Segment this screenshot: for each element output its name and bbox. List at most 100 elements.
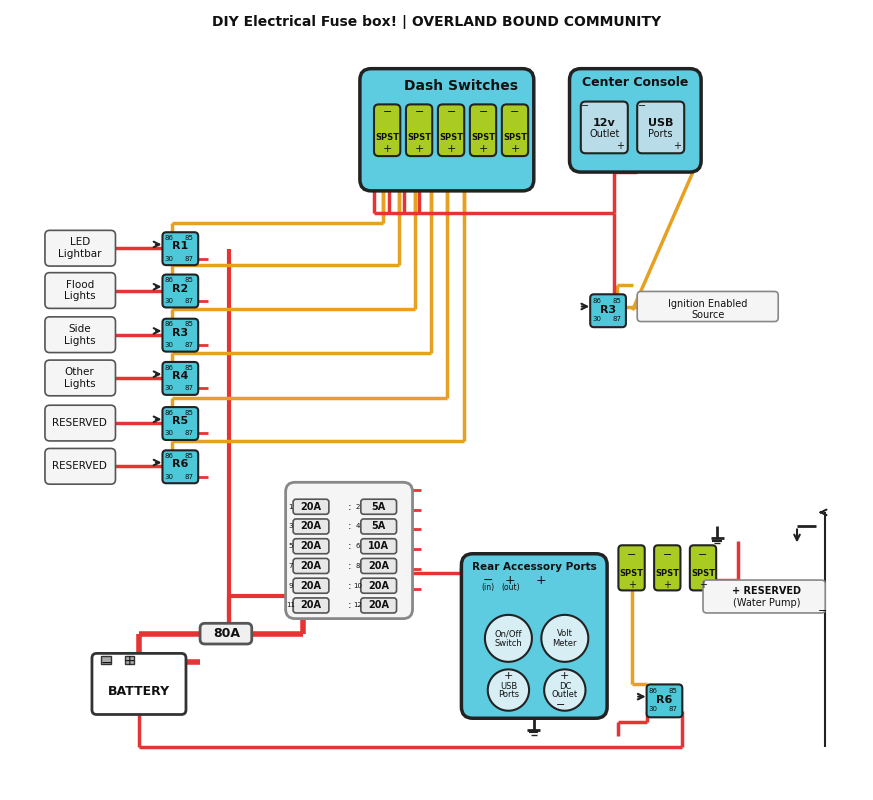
Text: +: + [415,143,423,154]
Text: 85: 85 [184,365,193,370]
Text: Side
Lights: Side Lights [64,324,95,346]
Text: SPST: SPST [407,134,431,142]
Text: 85: 85 [184,235,193,241]
Text: 86: 86 [164,453,174,459]
Text: +: + [628,580,636,590]
Text: 20A: 20A [300,601,321,610]
Text: Volt: Volt [557,629,573,638]
Text: 87: 87 [669,706,677,712]
Text: R3: R3 [600,306,616,315]
Text: −: − [446,107,456,117]
FancyBboxPatch shape [438,104,464,156]
Text: −: − [511,107,519,117]
Text: −: − [581,102,589,111]
Text: 12: 12 [354,602,362,609]
Text: Source: Source [691,310,725,320]
FancyBboxPatch shape [361,519,396,534]
Text: R1: R1 [172,242,189,251]
Text: +: + [505,574,516,586]
Text: :: : [347,522,351,531]
Text: 86: 86 [164,322,174,327]
Text: 30: 30 [164,386,174,391]
Text: :: : [347,581,351,590]
FancyBboxPatch shape [293,499,329,514]
Text: 86: 86 [164,277,174,283]
Text: 5A: 5A [372,522,386,531]
Text: R2: R2 [172,284,189,294]
Text: −: − [818,606,827,616]
Text: 2: 2 [356,504,361,510]
Text: RESERVED: RESERVED [52,462,107,471]
Polygon shape [488,670,529,710]
Text: 85: 85 [184,410,193,416]
Text: + RESERVED: + RESERVED [732,586,801,596]
FancyBboxPatch shape [361,578,396,594]
Text: 10: 10 [354,582,362,589]
FancyBboxPatch shape [360,69,533,191]
FancyBboxPatch shape [361,538,396,554]
Text: DC: DC [559,682,571,690]
Text: SPST: SPST [471,134,495,142]
Text: 86: 86 [164,235,174,241]
FancyBboxPatch shape [581,102,628,154]
FancyBboxPatch shape [45,273,115,308]
FancyBboxPatch shape [162,318,198,352]
FancyBboxPatch shape [703,580,825,613]
Text: 3: 3 [288,523,292,530]
FancyBboxPatch shape [647,685,683,718]
Text: 5: 5 [288,543,292,550]
Text: Outlet: Outlet [552,690,578,699]
Text: +: + [124,654,135,668]
Text: −: − [698,550,708,560]
FancyBboxPatch shape [569,69,701,172]
Text: 30: 30 [649,706,657,712]
FancyBboxPatch shape [162,407,198,440]
Bar [101,656,111,664]
Text: 87: 87 [184,474,193,480]
FancyBboxPatch shape [293,538,329,554]
Text: Rear Accessory Ports: Rear Accessory Ports [472,562,596,572]
Text: +: + [478,143,488,154]
FancyBboxPatch shape [690,546,716,590]
FancyBboxPatch shape [637,102,684,154]
FancyBboxPatch shape [162,232,198,265]
Text: Switch: Switch [494,638,522,647]
Text: 20A: 20A [300,502,321,512]
Text: −: − [663,550,672,560]
FancyBboxPatch shape [200,623,251,644]
FancyBboxPatch shape [361,558,396,574]
FancyBboxPatch shape [285,482,413,618]
Text: 87: 87 [184,298,193,304]
Text: Outlet: Outlet [589,129,620,139]
FancyBboxPatch shape [45,449,115,484]
FancyBboxPatch shape [470,104,496,156]
Text: Flood
Lights: Flood Lights [64,280,95,302]
FancyBboxPatch shape [361,598,396,613]
Text: LED
Lightbar: LED Lightbar [58,238,101,259]
Text: SPST: SPST [691,569,715,578]
FancyBboxPatch shape [293,558,329,574]
Text: 87: 87 [612,316,621,322]
FancyBboxPatch shape [162,450,198,483]
Text: SPST: SPST [439,134,463,142]
Text: −: − [100,656,112,670]
FancyBboxPatch shape [92,654,186,714]
FancyBboxPatch shape [361,499,396,514]
Text: 6: 6 [356,543,361,550]
Text: 86: 86 [592,298,601,304]
Text: 20A: 20A [300,581,321,590]
Text: USB: USB [499,682,517,690]
FancyBboxPatch shape [462,554,607,718]
Text: 20A: 20A [368,581,389,590]
FancyBboxPatch shape [45,230,115,266]
Text: RESERVED: RESERVED [52,418,107,428]
FancyBboxPatch shape [293,598,329,613]
Text: 20A: 20A [368,561,389,571]
FancyBboxPatch shape [162,274,198,307]
Text: (out): (out) [501,583,519,592]
Text: −: − [415,107,423,117]
Text: −: − [382,107,392,117]
FancyBboxPatch shape [45,360,115,396]
Text: Ports: Ports [649,129,673,139]
Text: 10A: 10A [368,542,389,551]
